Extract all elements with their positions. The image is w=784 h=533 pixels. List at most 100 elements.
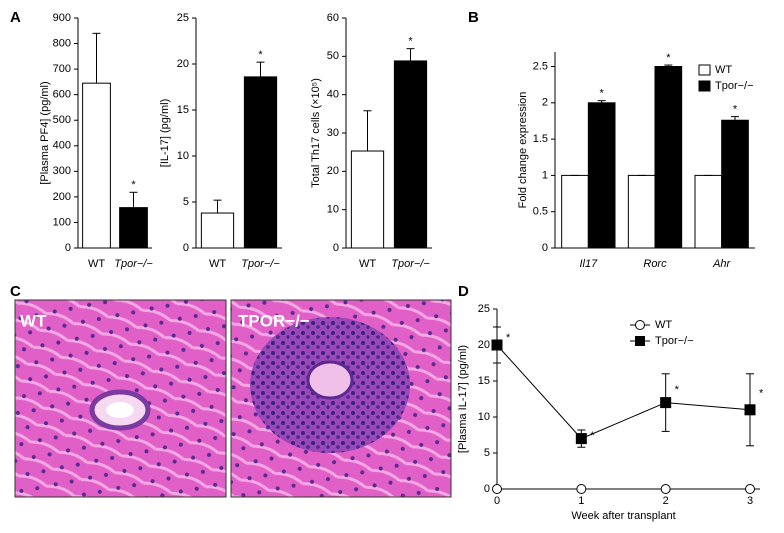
significance-mark: *	[759, 388, 764, 400]
y-tick-label: 600	[53, 89, 71, 101]
x-tick-label: 3	[747, 495, 753, 507]
y-tick-label: 10	[177, 150, 189, 162]
legend-label: Tpor−/−	[655, 335, 694, 347]
significance-mark: *	[675, 384, 680, 396]
significance-mark: *	[590, 430, 595, 442]
y-tick-label: 0	[542, 242, 548, 254]
x-tick-label: Ahr	[712, 258, 731, 270]
bar	[82, 82, 111, 249]
y-tick-label: 50	[327, 50, 339, 62]
legend-label: WT	[715, 64, 732, 76]
significance-mark: *	[666, 52, 671, 64]
y-tick-label: 25	[478, 303, 490, 315]
x-tick-label: 2	[663, 495, 669, 507]
significance-mark: *	[131, 179, 136, 191]
y-tick-label: 0	[183, 242, 189, 254]
significance-mark: *	[733, 104, 738, 116]
bar	[627, 174, 656, 249]
marker	[492, 484, 502, 494]
bar	[119, 207, 148, 249]
x-tick-label: WT	[209, 258, 226, 270]
bar	[721, 119, 749, 249]
micrograph-label: TPOR−/−	[238, 311, 310, 330]
y-tick-label: 5	[183, 196, 189, 208]
y-tick-label: 1	[542, 169, 548, 181]
significance-mark: *	[600, 88, 605, 100]
y-tick-label: 0.5	[533, 206, 548, 218]
legend-label: Tpor−/−	[715, 80, 754, 92]
bar	[561, 174, 589, 249]
x-tick-label: 1	[578, 495, 584, 507]
x-tick-label: Tpor−/−	[391, 258, 430, 270]
panel-label: B	[468, 9, 479, 26]
y-axis-label: [Plasma PF4] (pg/ml)	[39, 81, 51, 184]
marker	[660, 484, 671, 494]
marker	[575, 433, 587, 445]
y-tick-label: 800	[53, 37, 71, 49]
x-tick-label: WT	[359, 258, 376, 270]
significance-mark: *	[506, 332, 511, 344]
y-tick-label: 15	[177, 104, 189, 116]
x-tick-label: Rorc	[643, 258, 667, 270]
legend-swatch	[698, 80, 711, 92]
bar	[393, 60, 428, 249]
y-axis-label: Total Th17 cells (×10⁵)	[310, 78, 322, 188]
marker	[660, 397, 672, 409]
y-tick-label: 1.5	[533, 133, 548, 145]
y-tick-label: 200	[53, 191, 71, 203]
y-tick-label: 0	[333, 242, 339, 254]
bar	[587, 102, 616, 249]
y-tick-label: 500	[53, 114, 71, 126]
y-tick-label: 25	[177, 12, 189, 24]
marker	[745, 484, 755, 494]
y-tick-label: 10	[478, 411, 490, 423]
significance-mark: *	[408, 36, 413, 48]
panel-label: D	[458, 283, 469, 300]
series-line	[496, 344, 751, 440]
bar	[654, 66, 683, 249]
y-tick-label: 2	[542, 97, 548, 109]
y-axis-label: Fold change expression	[517, 92, 529, 209]
y-tick-label: 2.5	[533, 60, 548, 72]
y-tick-label: 100	[53, 216, 71, 228]
legend-marker	[635, 320, 645, 330]
bar	[243, 76, 278, 249]
y-tick-label: 900	[53, 12, 71, 24]
y-tick-label: 700	[53, 63, 71, 75]
panel-label: A	[10, 9, 21, 26]
y-tick-label: 40	[327, 89, 339, 101]
micrograph-wt	[14, 299, 227, 498]
bar	[350, 150, 385, 249]
y-tick-label: 20	[177, 58, 189, 70]
marker	[491, 339, 503, 351]
legend-marker	[635, 336, 645, 346]
micrograph-tpor	[230, 299, 452, 498]
x-tick-label: 0	[494, 495, 500, 507]
marker	[576, 484, 587, 494]
panel-label: C	[10, 283, 21, 300]
y-tick-label: 20	[478, 339, 490, 351]
y-tick-label: 5	[484, 447, 490, 459]
bar	[200, 212, 235, 249]
x-axis-label: Week after transplant	[571, 510, 675, 522]
x-tick-label: WT	[88, 258, 105, 270]
y-tick-label: 30	[327, 127, 339, 139]
y-axis-label: [Plasma IL-17] (pg/ml)	[457, 345, 469, 453]
legend-swatch	[698, 64, 711, 76]
micrograph-label: WT	[20, 311, 47, 330]
y-tick-label: 10	[327, 204, 339, 216]
marker	[744, 404, 756, 416]
y-tick-label: 20	[327, 165, 339, 177]
y-tick-label: 60	[327, 12, 339, 24]
y-axis-label: [IL-17] (pg/ml)	[159, 99, 171, 167]
bar	[694, 174, 723, 249]
significance-mark: *	[258, 49, 263, 61]
y-tick-label: 400	[53, 140, 71, 152]
y-tick-label: 300	[53, 165, 71, 177]
y-tick-label: 0	[65, 242, 71, 254]
x-tick-label: Tpor−/−	[114, 258, 153, 270]
y-tick-label: 15	[478, 375, 490, 387]
legend-label: WT	[655, 319, 672, 331]
x-tick-label: Il17	[579, 258, 598, 270]
